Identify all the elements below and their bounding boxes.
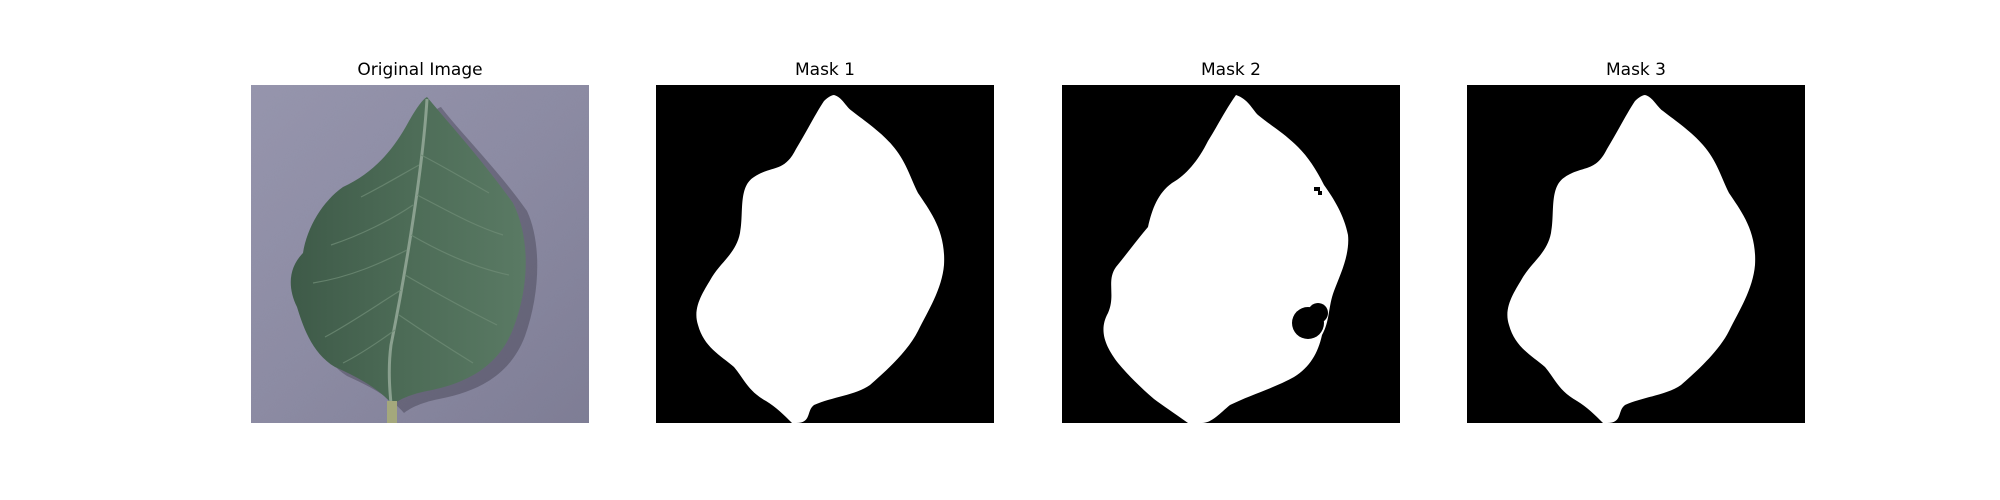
original-leaf-image bbox=[251, 85, 589, 423]
panel-title: Mask 2 bbox=[1200, 60, 1261, 80]
panel-title: Mask 1 bbox=[794, 60, 855, 80]
mask-2-image bbox=[1062, 85, 1400, 423]
mask-3-image bbox=[1467, 85, 1805, 423]
panel-title: Mask 3 bbox=[1605, 60, 1666, 80]
mask-1-image bbox=[656, 85, 994, 423]
panel-title: Original Image bbox=[357, 60, 483, 80]
